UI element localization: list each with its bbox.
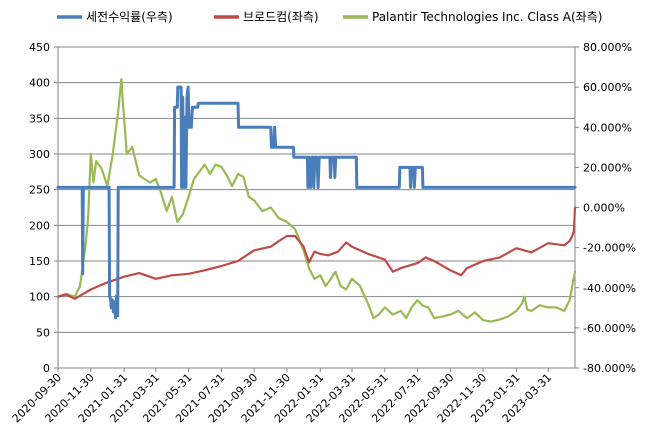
right-tick-label: 60.000% xyxy=(583,81,632,94)
series-lines xyxy=(56,78,577,323)
right-tick-label: -40.000% xyxy=(583,282,636,295)
legend-label-return: 세전수익률(우측) xyxy=(86,10,173,24)
left-tick-label: 100 xyxy=(29,291,50,304)
legend-label-broadcom: 브로드컴(좌측) xyxy=(243,10,319,24)
left-tick-label: 200 xyxy=(29,219,50,232)
left-axis: 0 50 100 150 200 250 300 350 400 450 xyxy=(29,41,58,375)
legend-label-palantir: Palantir Technologies Inc. Class A(좌측) xyxy=(372,10,602,24)
left-tick-label: 450 xyxy=(29,41,50,54)
left-tick-label: 300 xyxy=(29,148,50,161)
left-tick-label: 0 xyxy=(43,362,50,375)
series-line-0 xyxy=(56,85,577,320)
left-tick-label: 50 xyxy=(36,326,50,339)
right-tick-label: 20.000% xyxy=(583,161,632,174)
right-tick-label: 80.000% xyxy=(583,41,632,54)
series-line-1 xyxy=(56,206,577,300)
left-tick-label: 350 xyxy=(29,112,50,125)
right-tick-label: 0.000% xyxy=(583,202,625,215)
right-tick-label: -60.000% xyxy=(583,322,636,335)
left-tick-label: 150 xyxy=(29,255,50,268)
right-axis: -80.000% -60.000% -40.000% -20.000% 0.000% 20… xyxy=(575,41,636,375)
gridlines xyxy=(58,82,575,333)
right-tick-label: 40.000% xyxy=(583,121,632,134)
left-tick-label: 250 xyxy=(29,184,50,197)
right-tick-label: -20.000% xyxy=(583,242,636,255)
legend: 세전수익률(우측) 브로드컴(좌측) Palantir Technologies… xyxy=(57,10,602,24)
left-tick-label: 400 xyxy=(29,77,50,90)
right-tick-label: -80.000% xyxy=(583,362,636,375)
